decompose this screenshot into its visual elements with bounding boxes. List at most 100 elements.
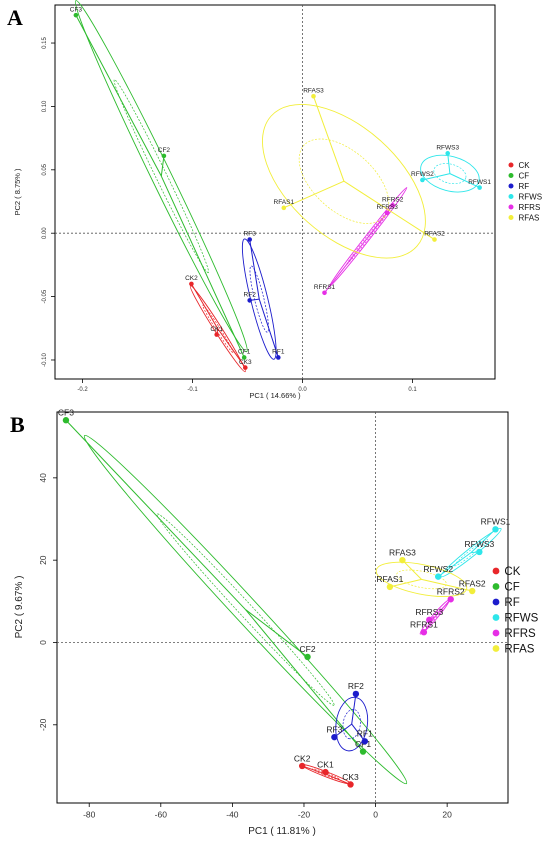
panel-b-letter: B: [10, 412, 25, 437]
point-label-rfws1: RFWS1: [468, 179, 491, 186]
panel-b: B -80 -60 -40 -20 0 20 -20 0 20 40 CK2 CK1 CK3 CF3 CF…: [10, 408, 539, 837]
panel-b-ticks: -80 -60 -40 -20 0 20 -20 0 20 40: [38, 473, 452, 820]
point-label-rf1: RF1: [357, 729, 373, 739]
legend-marker-rfws: [508, 194, 514, 199]
panel-b-legend: CK CF RF RFWS RFRS RFAS: [492, 566, 539, 656]
point-label-ck3: CK3: [342, 772, 359, 782]
panel-a-points: CK2 CK1 CK3 CF3 CF2 CF1 RF3 RF2 RF1 RFWS3 RFWS2 RFW…: [70, 6, 491, 370]
legend-label-ck: CK: [504, 566, 520, 578]
point-label-rfrs2: RFRS2: [437, 587, 465, 597]
point-cf3: [73, 12, 79, 18]
point-ck1: [214, 332, 219, 337]
legend-label-cf: CF: [504, 582, 519, 594]
legend-label-rfws: RFWS: [519, 192, 543, 201]
y-tick-label: 0.10: [42, 100, 48, 112]
legend-marker-ck: [492, 567, 500, 575]
point-rfws2: [435, 573, 442, 580]
point-label-rfas1: RFAS1: [274, 199, 295, 206]
x-tick-label: -0.2: [77, 387, 88, 393]
point-rf2: [247, 298, 252, 303]
legend-label-cf: CF: [519, 171, 530, 180]
point-label-rfws1: RFWS1: [481, 517, 511, 527]
x-tick-label: -80: [83, 810, 96, 820]
point-label-rfws2: RFWS2: [411, 171, 434, 178]
point-rfws1: [492, 526, 499, 533]
point-rf1: [276, 355, 281, 360]
point-ck3: [347, 781, 354, 788]
point-rf3: [331, 733, 338, 741]
point-label-ck1: CK1: [210, 326, 223, 333]
y-tick-label: -0.10: [42, 352, 48, 366]
x-tick-label: 20: [442, 810, 452, 820]
point-label-cf3: CF3: [58, 408, 74, 418]
legend-label-rfws: RFWS: [504, 613, 538, 625]
legend-marker-rfas: [492, 645, 500, 652]
point-cf2: [304, 653, 311, 661]
point-cf2: [161, 153, 167, 159]
point-cf1: [359, 748, 367, 755]
legend-label-rfrs: RFRS: [519, 203, 541, 212]
point-label-rf3: RF3: [326, 724, 342, 734]
legend-marker-rf: [492, 598, 500, 606]
panel-b-points: CK2CK1CK3CF3CF2CF1RF2RF3RF1RFWS1RFWS3RFW…: [58, 408, 511, 788]
y-tick-label: 0.05: [42, 163, 48, 175]
panel-a-y-axis-label: PC2 ( 8.75% ): [13, 168, 22, 216]
point-label-rfrs1: RFRS1: [314, 284, 336, 291]
point-label-rfrs2: RFRS2: [382, 197, 404, 204]
point-label-ck2: CK2: [294, 753, 311, 763]
legend-marker-rfas: [508, 215, 514, 220]
panel-a-plot-frame: [54, 4, 496, 380]
point-rfas1: [386, 583, 394, 591]
y-tick-label: 40: [38, 473, 48, 483]
legend-marker-ck: [508, 162, 514, 168]
point-label-rf2: RF2: [348, 681, 364, 691]
point-rfas2: [432, 237, 437, 242]
point-ck3: [243, 365, 248, 370]
panel-b-plot-frame: [56, 411, 509, 804]
x-tick-label: -0.1: [187, 387, 198, 393]
point-label-rf1: RF1: [272, 349, 285, 356]
point-label-ck3: CK3: [239, 359, 252, 366]
point-cf1: [241, 355, 247, 360]
point-label-cf2: CF2: [158, 147, 171, 154]
point-rfas3: [399, 556, 406, 564]
point-label-cf2: CF2: [300, 644, 316, 654]
point-rfrs2: [447, 596, 454, 603]
point-rfws1: [477, 185, 482, 190]
point-rfws3: [445, 151, 451, 156]
point-rf3: [247, 237, 252, 242]
point-rfrs3: [426, 616, 433, 624]
point-label-rfws2: RFWS2: [423, 564, 453, 574]
confidence-ellipse-rfrs: [324, 187, 408, 294]
point-label-ck1: CK1: [317, 759, 334, 769]
point-label-rfas3: RFAS3: [389, 547, 416, 557]
x-tick-label: -40: [226, 810, 239, 820]
point-label-rfas1: RFAS1: [376, 574, 403, 584]
panel-b-ellipses: [65, 419, 502, 785]
point-rfws3: [476, 548, 483, 556]
point-label-cf3: CF3: [70, 6, 83, 13]
point-label-rfrs3: RFRS3: [377, 204, 399, 211]
point-label-rfas2: RFAS2: [424, 231, 445, 238]
legend-marker-rfrs: [508, 204, 514, 210]
point-rfws2: [420, 177, 425, 183]
y-tick-label: -20: [38, 718, 48, 731]
legend-marker-rfrs: [492, 629, 500, 637]
legend-marker-cf: [508, 173, 514, 178]
panel-a: A -0.2 -0.1 0.0 0.1 -0.10 -0.05 0.00 0.05 0.10 0.…: [7, 0, 542, 400]
legend-label-rf: RF: [504, 597, 519, 609]
panel-a-ticks: -0.2 -0.1 0.0 0.1 -0.10 -0.05 0.00 0.05 0.10 0.15: [42, 37, 417, 393]
panel-b-y-axis-label: PC2 ( 9.67% ): [14, 576, 25, 639]
confidence-ellipse-rfws: [420, 153, 480, 193]
point-rfrs1: [322, 290, 327, 296]
point-label-rfws3: RFWS3: [436, 145, 459, 152]
point-rfas1: [281, 205, 287, 211]
point-rf1: [361, 738, 369, 745]
y-tick-label: 0.00: [42, 227, 48, 239]
confidence-ellipse-rfas: [262, 96, 435, 259]
point-ck2: [298, 762, 306, 770]
x-tick-label: -20: [298, 810, 311, 820]
legend-label-ck: CK: [519, 161, 531, 170]
legend-label-rf: RF: [519, 182, 530, 191]
y-tick-label: -0.05: [42, 289, 48, 303]
